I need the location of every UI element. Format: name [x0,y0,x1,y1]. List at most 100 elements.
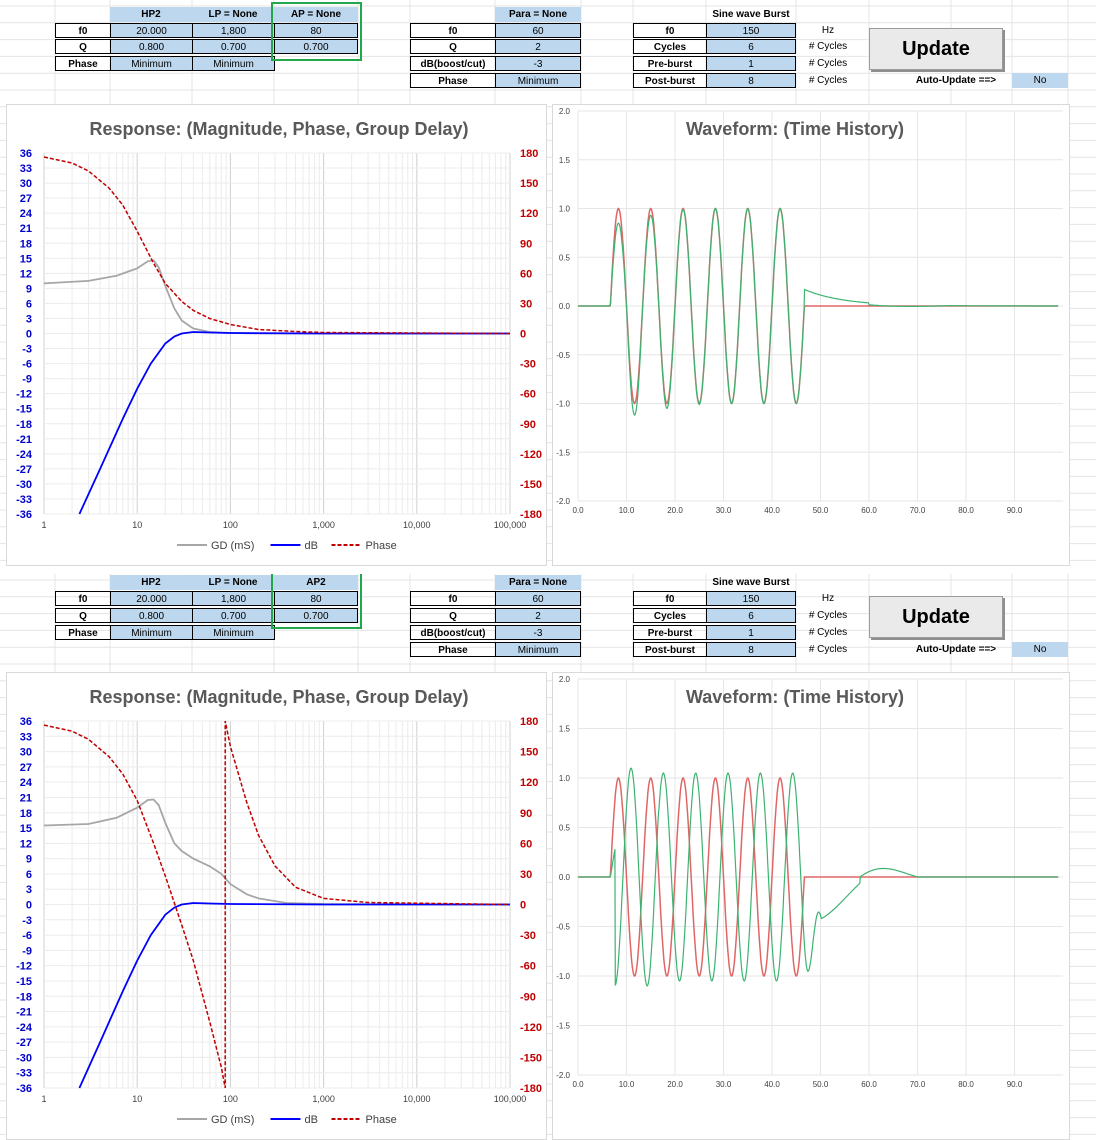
y-left-tick-label: -21 [16,1007,32,1019]
burst-f0-input[interactable]: 150 [706,591,796,606]
waveform-chart-title: Waveform: (Time History) [686,119,904,139]
lp-phase-input[interactable]: Minimum [192,56,275,71]
hp2-f0-input[interactable]: 20.000 [110,23,193,38]
legend-label: dB [305,1114,318,1126]
hp2-q-input[interactable]: 0.800 [110,608,193,623]
y-right-tick-label: -150 [520,479,542,491]
x-tick-label: 100,000 [494,520,527,530]
y-left-tick-label: -24 [16,449,33,461]
y-tick-label: 0.0 [559,302,571,311]
y-right-tick-label: 120 [520,777,538,789]
y-left-tick-label: -12 [16,389,32,401]
autoupdate-value[interactable]: No [1012,73,1068,88]
panel-ap2: HP2 LP = None AP2 f0 20.000 1,800 80 Q 0… [0,574,1096,1140]
lp-q-input[interactable]: 0.700 [192,39,275,54]
ap-f0-input[interactable]: 80 [274,23,358,38]
y-left-tick-label: -15 [16,976,32,988]
y-right-tick-label: -150 [520,1052,542,1064]
legend-label: GD (mS) [211,1114,254,1126]
unit-cycles-2: # Cycles [808,627,848,638]
burst-f0-input[interactable]: 150 [706,23,796,38]
ap-header: AP2 [274,575,358,590]
x-tick-label: 60.0 [861,506,877,515]
para-f0-input[interactable]: 60 [495,591,581,606]
x-tick-label: 100 [223,520,238,530]
y-left-tick-label: -6 [22,930,32,942]
burst-pre-label: Pre-burst [633,625,707,640]
y-left-tick-label: 9 [26,854,32,866]
para-db-input[interactable]: -3 [495,625,581,640]
para-phase-label: Phase [410,642,496,657]
legend-label: Phase [366,1114,397,1126]
y-tick-label: 2.0 [559,675,571,684]
y-tick-label: -2.0 [556,497,570,506]
lp-phase-input[interactable]: Minimum [192,625,275,640]
hp2-f0-input[interactable]: 20.000 [110,591,193,606]
update-button[interactable]: Update [869,596,1003,638]
y-tick-label: 0.5 [559,253,571,262]
hp2-phase-input[interactable]: Minimum [110,625,193,640]
lp-f0-input[interactable]: 1,800 [192,591,275,606]
update-button[interactable]: Update [869,28,1003,70]
y-left-tick-label: -18 [16,419,32,431]
para-f0-input[interactable]: 60 [495,23,581,38]
burst-post-input[interactable]: 8 [706,642,796,657]
burst-cycles-input[interactable]: 6 [706,608,796,623]
x-tick-label: 30.0 [716,506,732,515]
unit-cycles-1: # Cycles [808,610,848,621]
para-q-input[interactable]: 2 [495,39,581,54]
response-chart: Response: (Magnitude, Phase, Group Delay… [6,672,547,1140]
x-tick-label: 70.0 [910,1080,926,1089]
y-left-tick-label: 15 [20,253,32,265]
hp2-q-input[interactable]: 0.800 [110,39,193,54]
burst-pre-input[interactable]: 1 [706,56,796,71]
lp-f0-input[interactable]: 1,800 [192,23,275,38]
autoupdate-value[interactable]: No [1012,642,1068,657]
autoupdate-label: Auto-Update ==> [915,644,997,655]
y-tick-label: -1.5 [556,448,570,457]
x-tick-label: 10,000 [403,520,431,530]
y-left-tick-label: 30 [20,747,32,759]
q-label: Q [55,39,111,54]
lp-q-input[interactable]: 0.700 [192,608,275,623]
y-left-tick-label: -33 [16,494,32,506]
para-phase-input[interactable]: Minimum [495,73,581,88]
para-phase-label: Phase [410,73,496,88]
x-tick-label: 80.0 [958,1080,974,1089]
ap-f0-input[interactable]: 80 [274,591,358,606]
y-left-tick-label: 3 [26,313,32,325]
y-left-tick-label: -12 [16,961,32,973]
para-phase-input[interactable]: Minimum [495,642,581,657]
hp2-phase-input[interactable]: Minimum [110,56,193,71]
y-tick-label: 1.5 [559,725,571,734]
burst-pre-input[interactable]: 1 [706,625,796,640]
waveform-chart: 2.0 1.5 1.0 0.5 0.0 -0.5 -1.0 -1.5 -2.0 0.0 10.0 20… [552,672,1070,1140]
y-tick-label: -2.0 [556,1071,570,1080]
burst-post-input[interactable]: 8 [706,73,796,88]
y-left-tick-label: 24 [20,208,33,220]
ap-q-input[interactable]: 0.700 [274,608,358,623]
y-left-tick-label: -27 [16,464,32,476]
y-right-tick-label: 150 [520,178,538,190]
y-right-tick-label: 60 [520,268,532,280]
para-db-label: dB(boost/cut) [410,625,496,640]
waveform-chart-title: Waveform: (Time History) [686,687,904,707]
y-left-tick-label: -6 [22,359,32,371]
ap-q-input[interactable]: 0.700 [274,39,358,54]
x-tick-label: 40.0 [764,1080,780,1089]
y-right-tick-label: 90 [520,808,532,820]
x-tick-label: 10.0 [619,506,635,515]
para-db-input[interactable]: -3 [495,56,581,71]
y-left-tick-label: 24 [20,777,33,789]
y-left-tick-label: 0 [26,900,32,912]
y-tick-label: -1.0 [556,400,570,409]
y-right-tick-label: -90 [520,991,536,1003]
response-chart-title: Response: (Magnitude, Phase, Group Delay… [89,687,468,707]
y-left-tick-label: -24 [16,1022,33,1034]
y-left-tick-label: -21 [16,434,32,446]
y-right-tick-label: -60 [520,389,536,401]
response-chart-svg: Response: (Magnitude, Phase, Group Delay… [16,687,542,1126]
para-q-input[interactable]: 2 [495,608,581,623]
burst-cycles-input[interactable]: 6 [706,39,796,54]
y-right-tick-label: -120 [520,1022,542,1034]
